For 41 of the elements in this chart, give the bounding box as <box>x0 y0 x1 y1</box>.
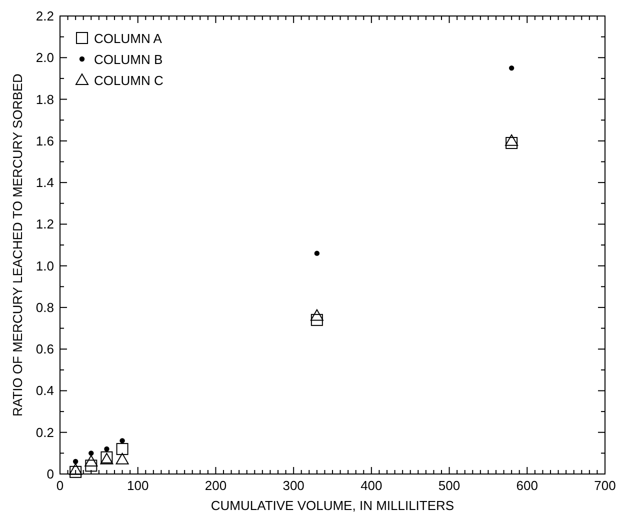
point <box>506 136 518 149</box>
point <box>116 443 128 456</box>
x-tick-label: 100 <box>127 478 149 493</box>
legend-label: COLUMN B <box>94 52 163 67</box>
point <box>310 314 323 326</box>
x-axis-title: CUMULATIVE VOLUME, IN MILLILITERS <box>210 498 454 513</box>
y-tick-label: 0.8 <box>36 300 54 315</box>
y-axis-title: RATIO OF MERCURY LEACHED TO MERCURY SORBED <box>10 74 25 416</box>
point <box>84 455 98 467</box>
y-tick-label: 1.6 <box>36 133 54 148</box>
point <box>85 460 98 472</box>
point <box>505 134 518 146</box>
legend-label: COLUMN A <box>94 31 162 46</box>
point <box>314 250 320 256</box>
y-tick-label: 0 <box>46 466 54 482</box>
y-tick-label: 0.4 <box>36 383 54 398</box>
y-tick-label: 1.4 <box>36 175 54 190</box>
point <box>508 65 514 71</box>
y-tick-label: 1.0 <box>36 258 54 274</box>
legend-label: COLUMN C <box>94 73 164 88</box>
x-tick-label: 500 <box>438 478 460 493</box>
x-tick-label: 400 <box>360 478 382 493</box>
y-tick-label: 0.2 <box>36 424 54 440</box>
x-tick-label: 700 <box>594 478 616 493</box>
point <box>69 463 82 475</box>
x-tick-label: 300 <box>282 478 304 493</box>
y-tick-label: 1.2 <box>36 216 54 232</box>
point <box>104 446 110 452</box>
y-tick-label: 0.6 <box>36 342 54 357</box>
x-tick-label: 0 <box>56 478 64 493</box>
x-tick-label: 200 <box>204 478 227 493</box>
y-tick-label: 2.0 <box>36 50 54 66</box>
point <box>70 466 82 478</box>
y-tick-label: 2.2 <box>36 8 54 24</box>
point <box>120 438 125 444</box>
x-tick-label: 600 <box>516 478 538 493</box>
point <box>88 450 94 456</box>
y-tick-label: 1.8 <box>36 92 54 107</box>
point <box>310 309 324 321</box>
point <box>72 458 78 464</box>
point <box>116 452 129 464</box>
